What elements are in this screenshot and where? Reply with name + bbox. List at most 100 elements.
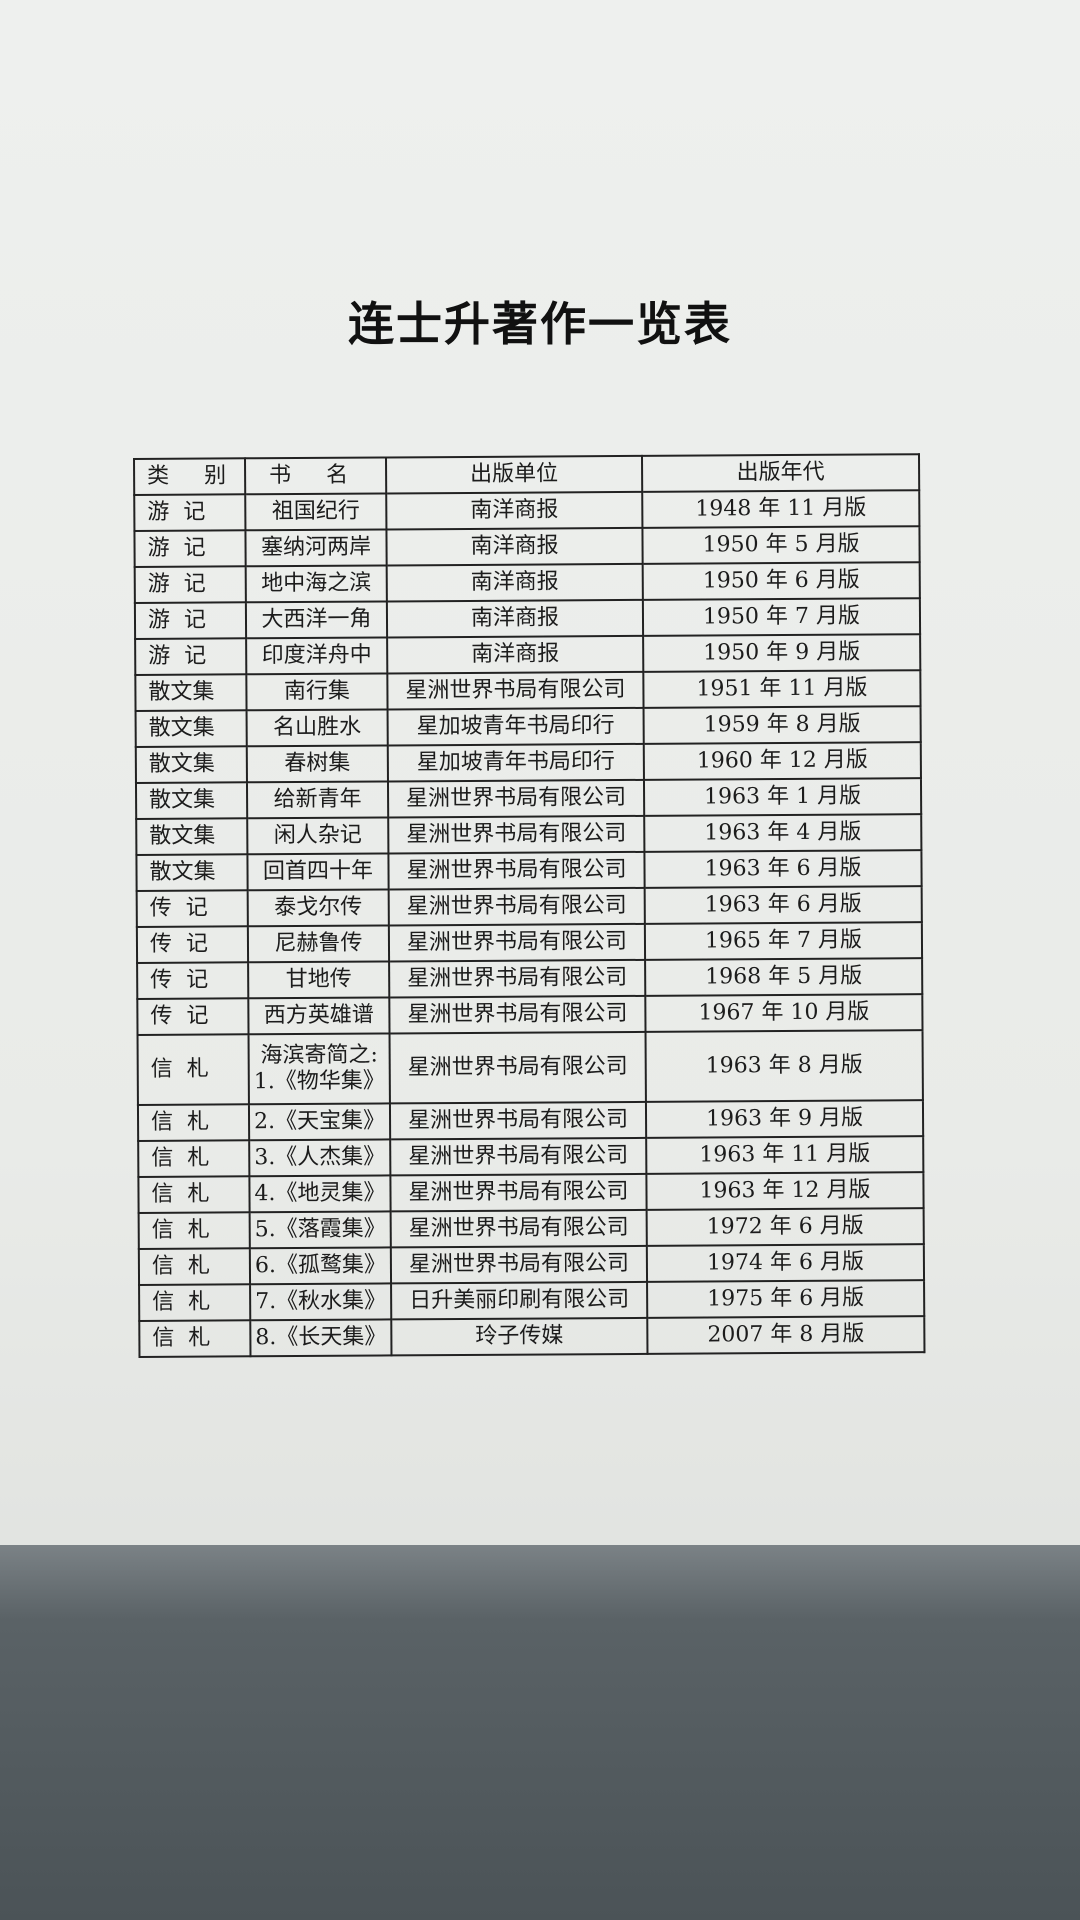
table-row: 信札 3.《人杰集》 星洲世界书局有限公司 1963 年 11 月版 — [138, 1136, 924, 1177]
cell-title: 5.《落霞集》 — [249, 1211, 391, 1249]
cell-publisher: 日升美丽印刷有限公司 — [391, 1281, 648, 1320]
cell-title: 名山胜水 — [246, 709, 388, 747]
cell-category: 散文集 — [135, 674, 247, 711]
cell-publisher: 南洋商报 — [387, 635, 644, 674]
table-row: 信札 2.《天宝集》 星洲世界书局有限公司 1963 年 9 月版 — [137, 1100, 924, 1141]
cell-date: 1963 年 9 月版 — [645, 1100, 924, 1138]
cell-title: 祖国纪行 — [245, 493, 387, 531]
cell-publisher: 星洲世界书局有限公司 — [390, 1137, 647, 1176]
cell-title: 3.《人杰集》 — [249, 1139, 391, 1177]
cell-date: 1963 年 6 月版 — [644, 886, 922, 924]
cell-publisher: 星洲世界书局有限公司 — [388, 815, 645, 854]
cell-date: 1974 年 6 月版 — [646, 1244, 925, 1282]
cell-category: 散文集 — [135, 710, 247, 747]
cell-publisher: 南洋商报 — [386, 491, 643, 530]
table-row: 散文集 春树集 星加坡青年书局印行 1960 年 12 月版 — [135, 742, 921, 783]
cell-publisher: 南洋商报 — [386, 527, 643, 566]
cell-date: 2007 年 8 月版 — [647, 1316, 925, 1354]
table-row: 散文集 闲人杂记 星洲世界书局有限公司 1963 年 4 月版 — [136, 814, 922, 855]
cell-publisher: 星洲世界书局有限公司 — [389, 995, 646, 1034]
cell-category: 信札 — [138, 1176, 250, 1213]
cell-publisher: 星洲世界书局有限公司 — [390, 1245, 648, 1284]
cell-publisher: 星洲世界书局有限公司 — [387, 671, 644, 710]
cell-date: 1963 年 1 月版 — [644, 778, 922, 816]
cell-title: 尼赫鲁传 — [247, 925, 390, 963]
cell-publisher: 星洲世界书局有限公司 — [389, 1031, 646, 1104]
cell-title: 西方英雄谱 — [248, 997, 390, 1035]
table-row: 信札 4.《地灵集》 星洲世界书局有限公司 1963 年 12 月版 — [138, 1172, 924, 1213]
cell-title: 泰戈尔传 — [247, 889, 389, 927]
cell-category: 信札 — [138, 1212, 250, 1249]
cell-date: 1950 年 7 月版 — [642, 598, 921, 636]
page-title: 连士升著作一览表 — [348, 297, 732, 351]
cell-category: 散文集 — [135, 746, 247, 783]
cell-date: 1948 年 11 月版 — [642, 490, 920, 528]
cell-publisher: 玲子传媒 — [391, 1317, 648, 1356]
cell-category: 散文集 — [136, 854, 248, 891]
cell-category: 散文集 — [135, 782, 248, 819]
table-row: 传记 尼赫鲁传 星洲世界书局有限公司 1965 年 7 月版 — [136, 922, 923, 963]
header-date: 出版年代 — [642, 454, 920, 492]
cell-title: 7.《秋水集》 — [250, 1283, 392, 1321]
cell-title-prefix: 海滨寄简之: — [260, 1042, 378, 1068]
cell-date: 1959 年 8 月版 — [643, 706, 921, 744]
header-title: 书 名 — [245, 457, 387, 495]
table-row: 信札 海滨寄简之: 1.《物华集》 星洲世界书局有限公司 1963 年 8 月版 — [137, 1030, 923, 1105]
table-row: 信札 6.《孤鹜集》 星洲世界书局有限公司 1974 年 6 月版 — [138, 1244, 925, 1285]
table-row: 游记 塞纳河两岸 南洋商报 1950 年 5 月版 — [134, 526, 920, 567]
cell-category: 游记 — [135, 638, 247, 675]
cell-category: 游记 — [134, 494, 246, 531]
cell-title: 塞纳河两岸 — [245, 529, 387, 567]
cell-date: 1951 年 11 月版 — [643, 670, 921, 708]
table-row: 散文集 名山胜水 星加坡青年书局印行 1959 年 8 月版 — [135, 706, 921, 747]
cell-date: 1965 年 7 月版 — [644, 922, 923, 960]
cell-category: 信札 — [137, 1104, 250, 1141]
cell-category: 信札 — [137, 1034, 249, 1105]
cell-publisher: 星洲世界书局有限公司 — [388, 851, 645, 890]
cell-date: 1950 年 5 月版 — [642, 526, 920, 564]
table-row: 信札 5.《落霞集》 星洲世界书局有限公司 1972 年 6 月版 — [138, 1208, 924, 1249]
table-row: 游记 祖国纪行 南洋商报 1948 年 11 月版 — [134, 490, 920, 531]
cell-category: 传记 — [137, 962, 249, 999]
cell-category: 传记 — [136, 890, 248, 927]
table-row: 传记 甘地传 星洲世界书局有限公司 1968 年 5 月版 — [137, 958, 923, 999]
cell-publisher: 星洲世界书局有限公司 — [389, 959, 646, 998]
header-category: 类 别 — [134, 458, 246, 495]
table-row: 游记 地中海之滨 南洋商报 1950 年 6 月版 — [134, 562, 920, 603]
cell-publisher: 星洲世界书局有限公司 — [387, 779, 645, 818]
cell-publisher: 星洲世界书局有限公司 — [390, 1173, 647, 1212]
background-surface — [0, 1545, 1080, 1920]
cell-publisher: 星洲世界书局有限公司 — [388, 887, 645, 926]
cell-category: 游记 — [134, 602, 247, 639]
cell-title: 地中海之滨 — [245, 565, 387, 603]
table-row: 游记 印度洋舟中 南洋商报 1950 年 9 月版 — [135, 634, 921, 675]
table-row: 传记 泰戈尔传 星洲世界书局有限公司 1963 年 6 月版 — [136, 886, 922, 927]
table-row: 传记 西方英雄谱 星洲世界书局有限公司 1967 年 10 月版 — [137, 994, 923, 1035]
table-row: 信札 7.《秋水集》 日升美丽印刷有限公司 1975 年 6 月版 — [139, 1280, 925, 1321]
cell-title-text: 1.《物华集》 — [253, 1068, 385, 1095]
cell-date: 1975 年 6 月版 — [647, 1280, 925, 1318]
cell-category: 信札 — [138, 1248, 251, 1285]
cell-title: 给新青年 — [246, 781, 389, 819]
cell-category: 散文集 — [136, 818, 248, 855]
cell-publisher: 星加坡青年书局印行 — [387, 743, 645, 782]
cell-date: 1963 年 8 月版 — [645, 1030, 923, 1102]
cell-title: 海滨寄简之: 1.《物华集》 — [248, 1033, 390, 1105]
table-row: 散文集 南行集 星洲世界书局有限公司 1951 年 11 月版 — [135, 670, 921, 711]
cell-category: 信札 — [138, 1140, 250, 1177]
cell-publisher: 南洋商报 — [386, 599, 644, 638]
cell-publisher: 南洋商报 — [386, 563, 643, 602]
cell-date: 1963 年 4 月版 — [644, 814, 922, 852]
cell-category: 信札 — [139, 1320, 251, 1357]
table-row: 信札 8.《长天集》 玲子传媒 2007 年 8 月版 — [139, 1316, 925, 1357]
table-header-row: 类 别 书 名 出版单位 出版年代 — [134, 454, 920, 495]
cell-publisher: 星洲世界书局有限公司 — [388, 923, 646, 962]
cell-category: 信札 — [139, 1284, 251, 1321]
table-row: 游记 大西洋一角 南洋商报 1950 年 7 月版 — [134, 598, 921, 639]
table-row: 散文集 给新青年 星洲世界书局有限公司 1963 年 1 月版 — [135, 778, 922, 819]
cell-date: 1963 年 11 月版 — [646, 1136, 924, 1174]
cell-title: 6.《孤鹜集》 — [249, 1247, 392, 1285]
cell-category: 传记 — [136, 926, 249, 963]
cell-category: 游记 — [134, 566, 246, 603]
cell-title: 春树集 — [246, 745, 388, 783]
